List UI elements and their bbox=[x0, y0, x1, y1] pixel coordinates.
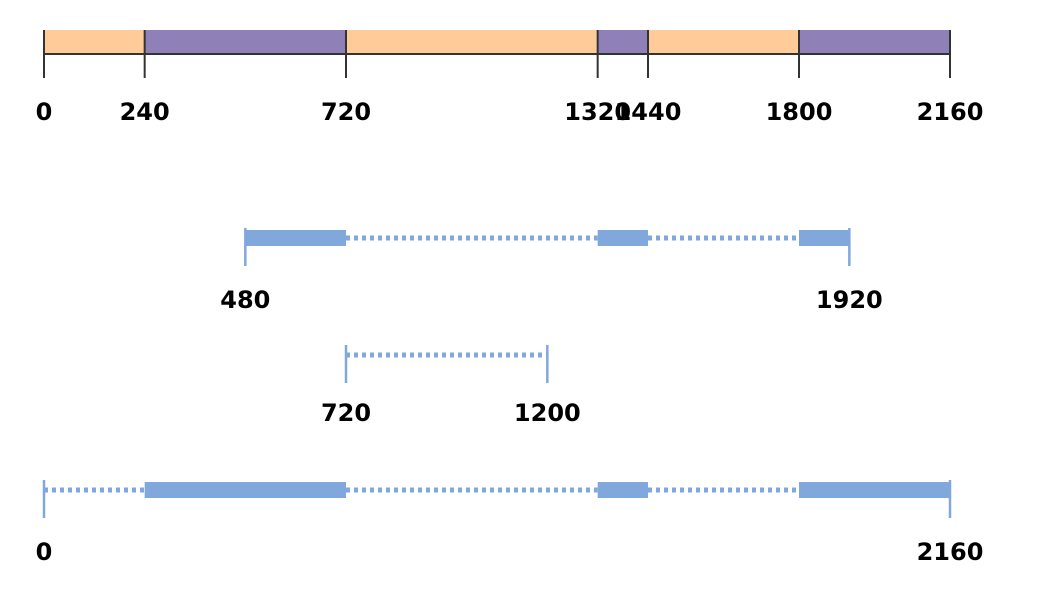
range-2-solid-3 bbox=[597, 482, 648, 498]
axis-tick-label-1320: 1320 bbox=[564, 98, 631, 126]
range-2-start-label: 0 bbox=[36, 538, 53, 566]
range-row-0: 480 1920 bbox=[220, 228, 883, 314]
axis-tick-label-720: 720 bbox=[321, 98, 371, 126]
axis-tick-label-2160: 2160 bbox=[917, 98, 984, 126]
range-0-end-label: 1920 bbox=[816, 286, 883, 314]
range-row-1: 720 1200 bbox=[321, 345, 581, 427]
axis-tick-label-240: 240 bbox=[120, 98, 170, 126]
segment-purple-5 bbox=[799, 30, 950, 54]
range-0-solid-4 bbox=[799, 230, 850, 246]
range-0-solid-2 bbox=[597, 230, 648, 246]
axis-tick-label-1440: 1440 bbox=[615, 98, 682, 126]
range-2-solid-1 bbox=[144, 482, 346, 498]
segment-purple-3 bbox=[597, 30, 648, 54]
range-0-solid-0 bbox=[245, 230, 346, 246]
range-0-start-label: 480 bbox=[220, 286, 270, 314]
axis-tick-label-0: 0 bbox=[36, 98, 53, 126]
segment-purple-1 bbox=[144, 30, 346, 54]
range-2-solid-5 bbox=[799, 482, 950, 498]
range-rows: 480 1920 720 1200 0 2160 bbox=[36, 228, 984, 566]
segment-orange-2 bbox=[346, 30, 598, 54]
range-row-2: 0 2160 bbox=[36, 480, 984, 566]
segment-orange-4 bbox=[648, 30, 799, 54]
range-1-end-label: 1200 bbox=[514, 399, 581, 427]
range-2-end-label: 2160 bbox=[917, 538, 984, 566]
axis-tick-label-1800: 1800 bbox=[766, 98, 833, 126]
segment-orange-0 bbox=[44, 30, 145, 54]
segment-bar bbox=[44, 30, 950, 54]
range-1-start-label: 720 bbox=[321, 399, 371, 427]
